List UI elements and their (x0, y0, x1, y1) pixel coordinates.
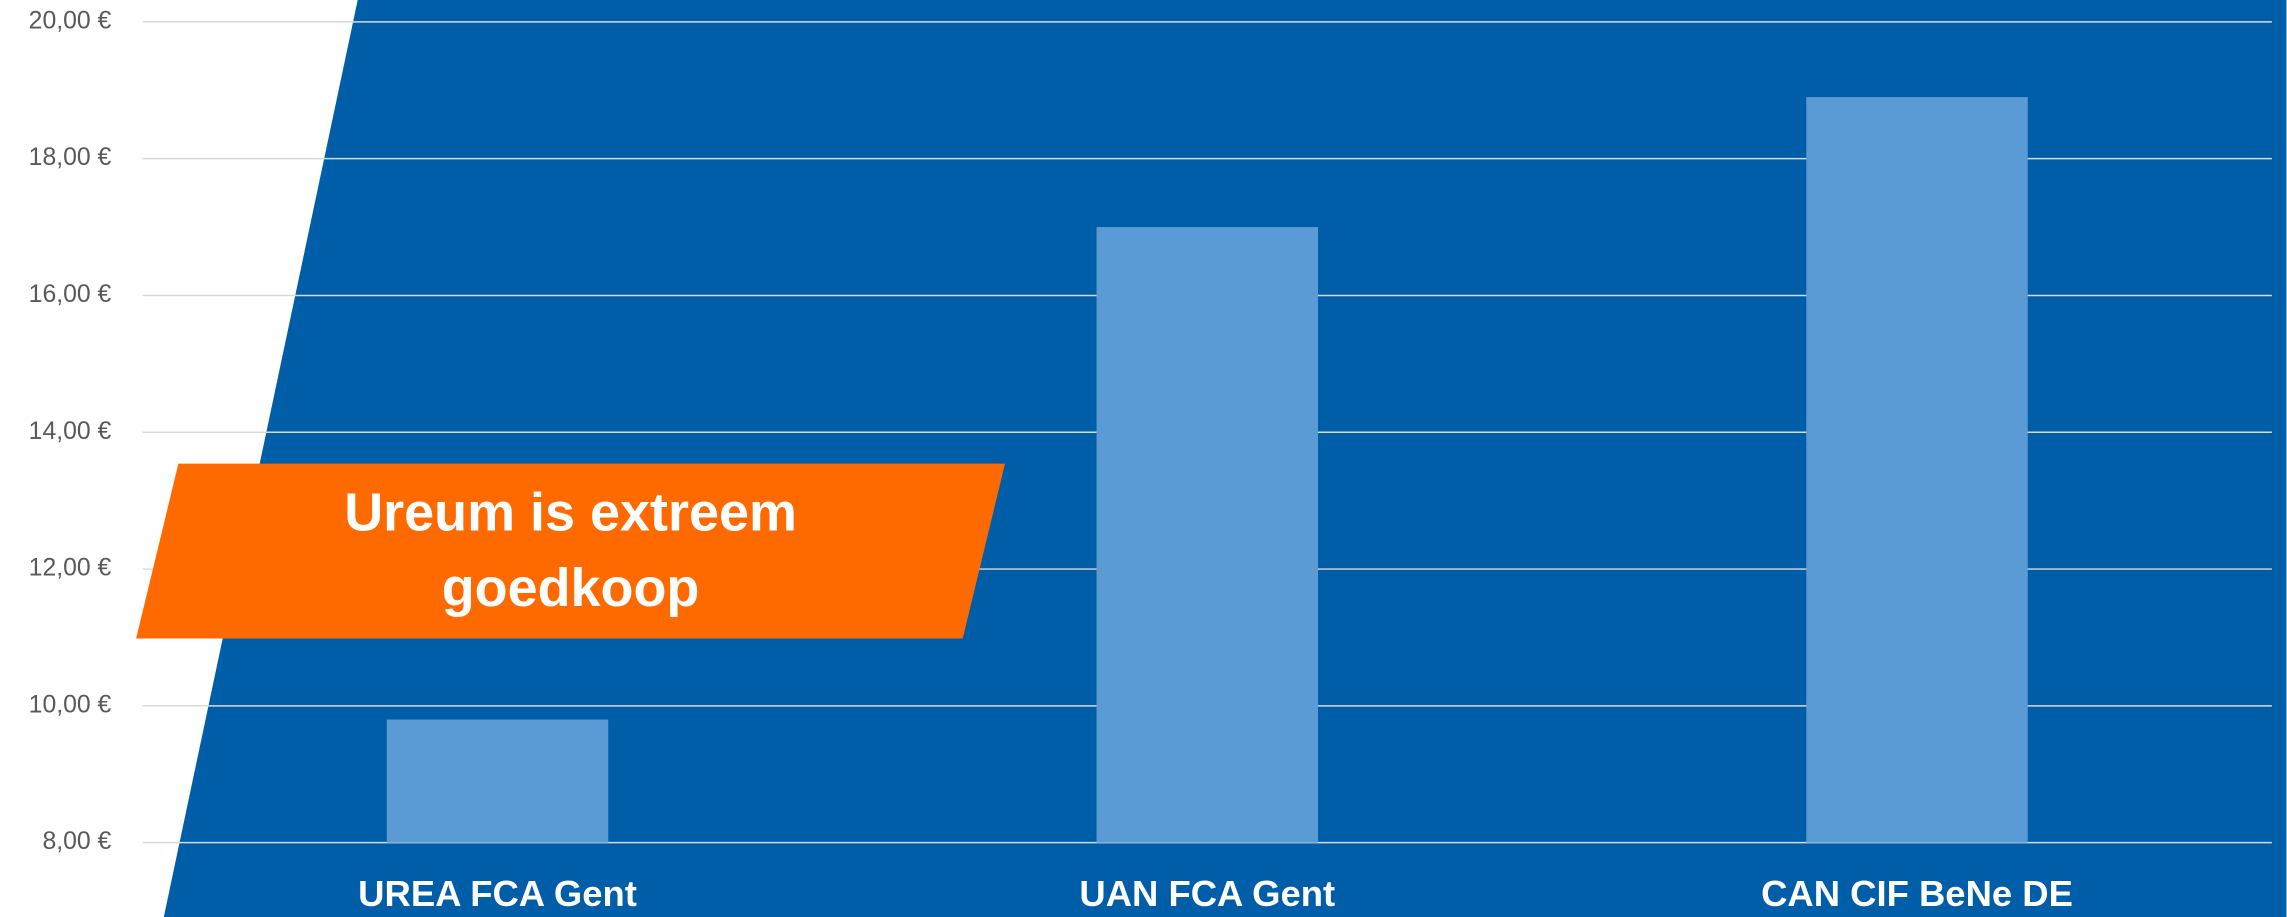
y-tick-label: 14,00 € (29, 418, 112, 445)
x-tick-label: UREA FCA Gent (358, 873, 637, 914)
x-tick-label: UAN FCA Gent (1079, 873, 1335, 914)
bar (386, 719, 609, 843)
y-tick-label: 20,00 € (29, 7, 112, 34)
annotation-box (136, 463, 1006, 639)
y-tick-label: 12,00 € (29, 555, 112, 582)
annotation-line: goedkoop (442, 558, 700, 618)
bars (386, 97, 2028, 843)
y-tick-label: 16,00 € (29, 281, 112, 308)
annotation-line: Ureum is extreem (344, 482, 797, 542)
bar (1806, 97, 2028, 843)
bar (1096, 227, 1319, 843)
y-tick-label: 18,00 € (29, 144, 112, 171)
y-tick-label: 8,00 € (42, 828, 111, 855)
x-tick-label: CAN CIF BeNe DE (1761, 873, 2073, 914)
y-tick-label: 10,00 € (29, 691, 112, 718)
